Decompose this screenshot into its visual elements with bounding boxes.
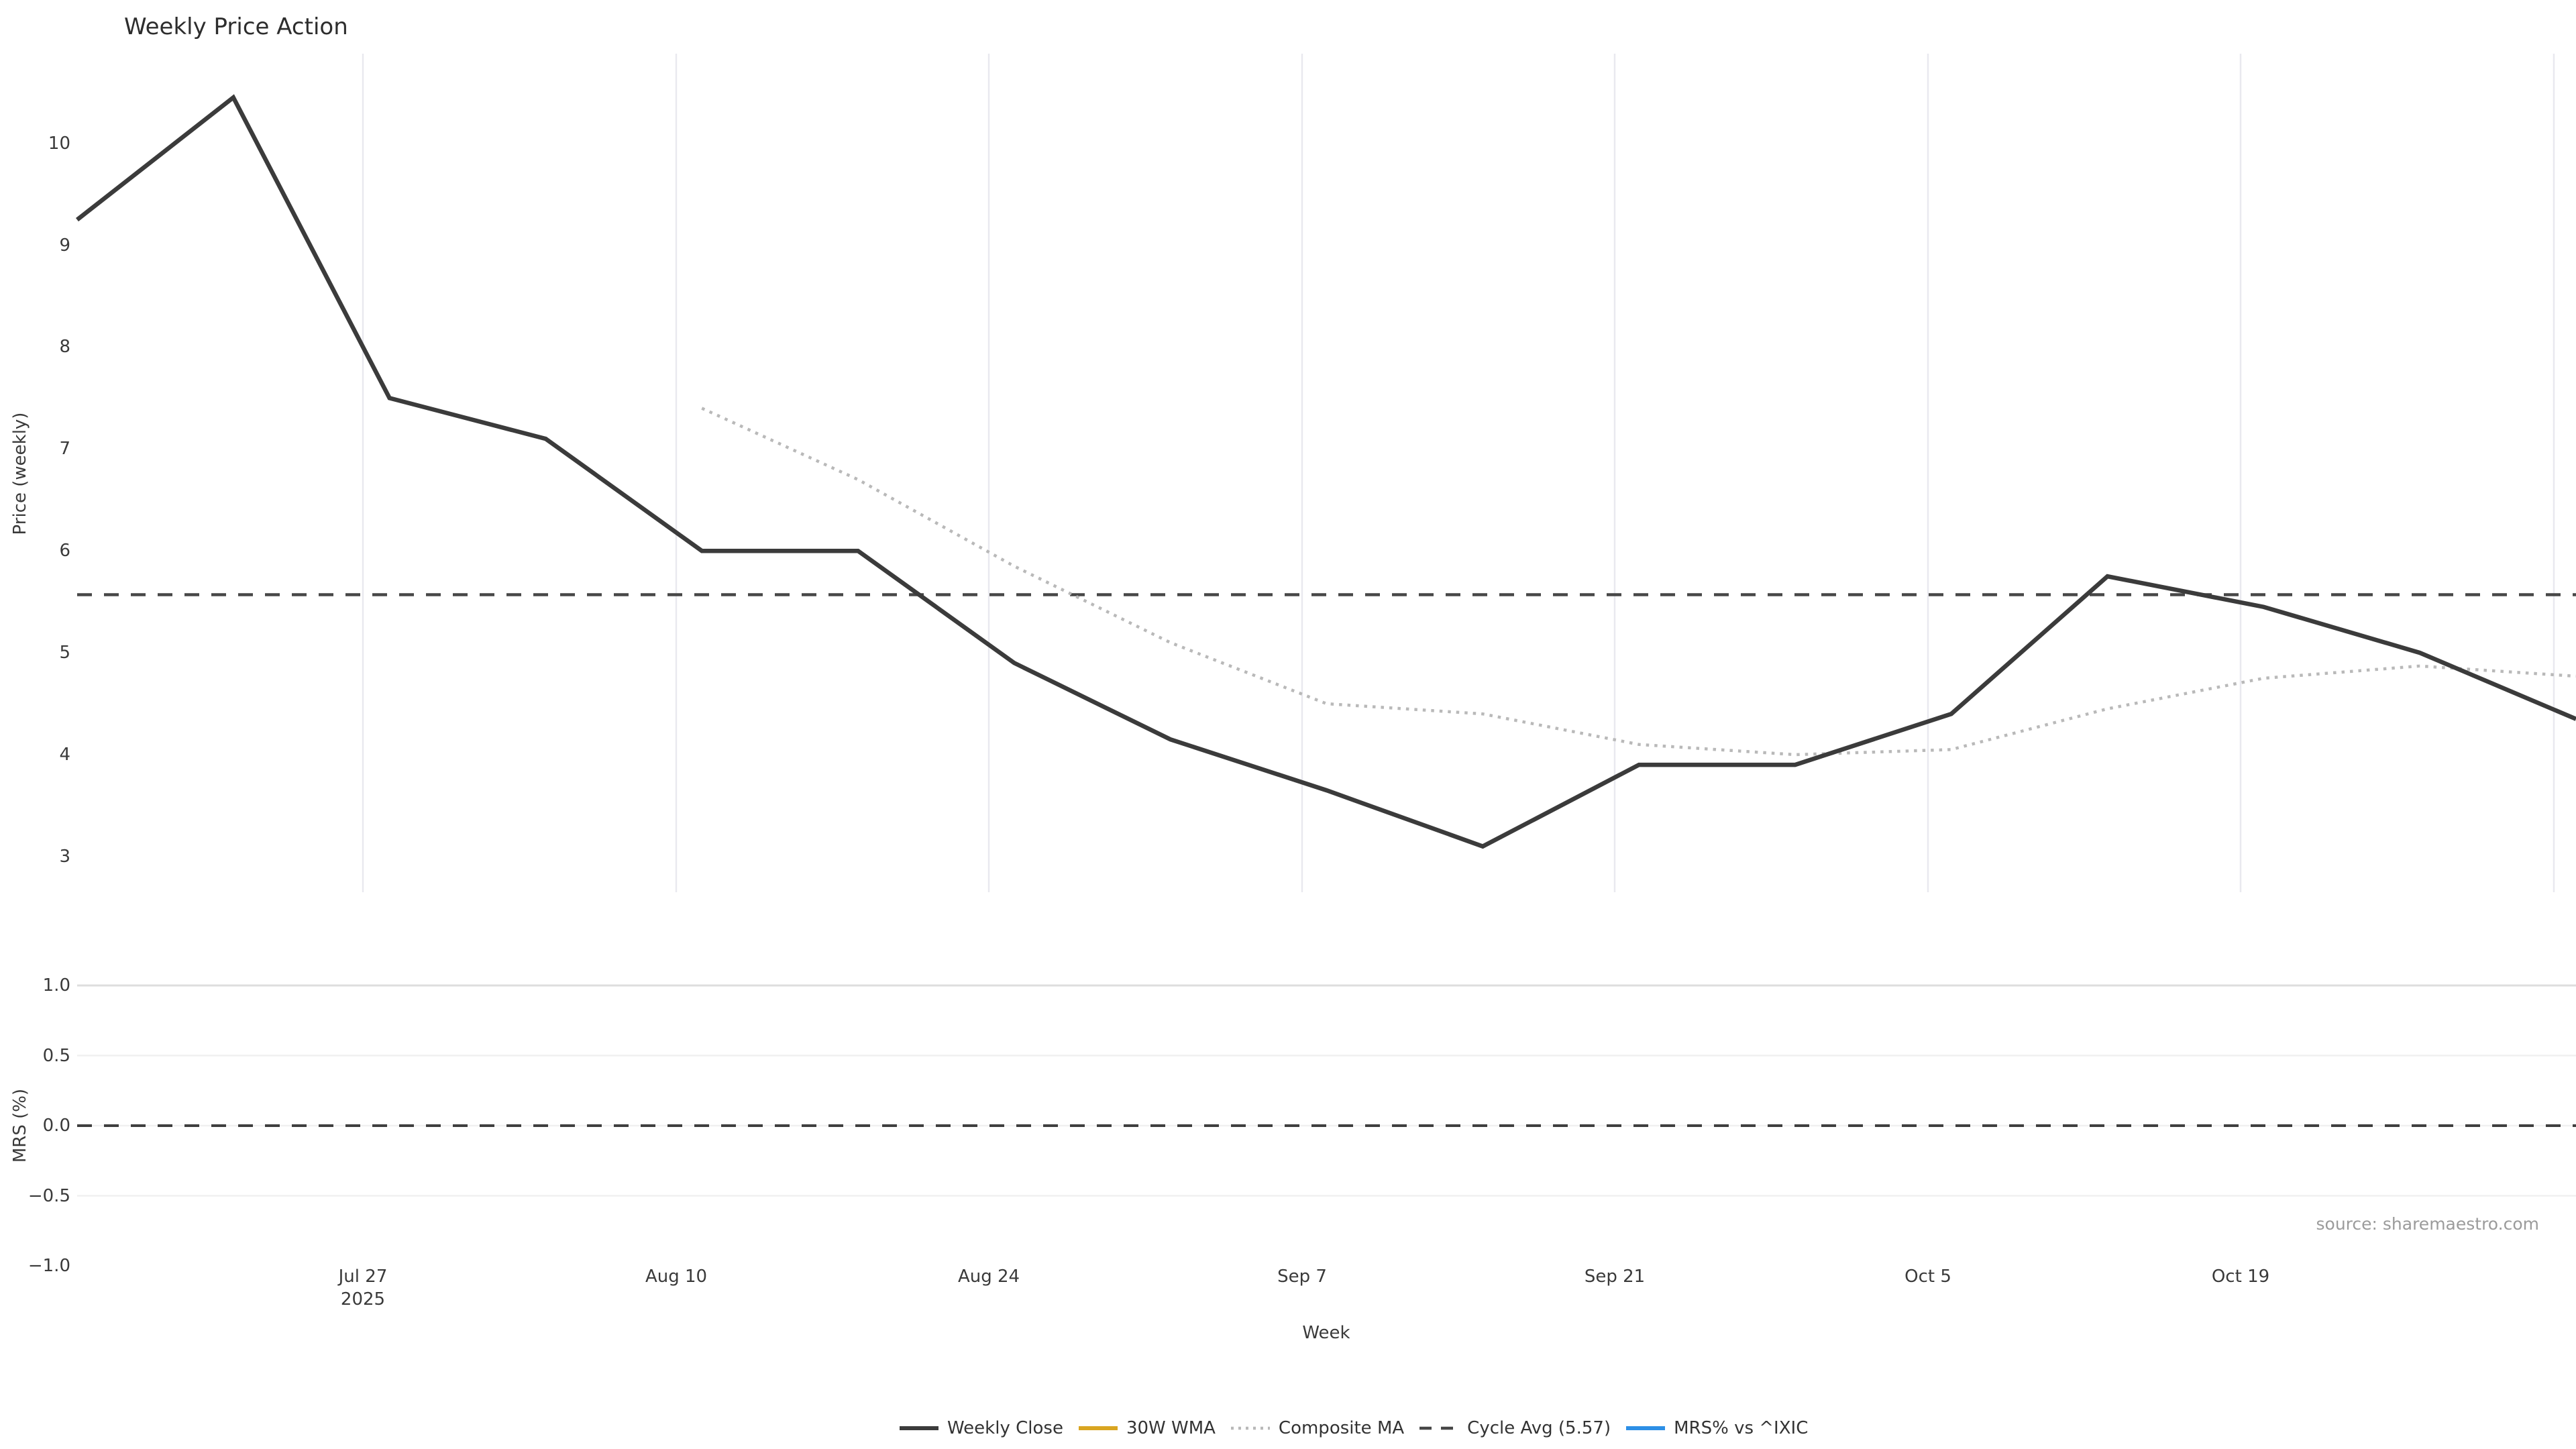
legend-label: Cycle Avg (5.57)	[1467, 1418, 1611, 1438]
legend-item-weekly-close: Weekly Close	[899, 1418, 1063, 1438]
legend-label: Composite MA	[1278, 1418, 1405, 1438]
mrs-y-tick: 1.0	[42, 975, 70, 996]
legend: Weekly Close 30W WMA Composite MA Cycle Avg…	[899, 1418, 1808, 1438]
legend-item-mrs-vs-ixic: MRS% vs ^IXIC	[1625, 1418, 1808, 1438]
mrs-y-tick: 0.5	[42, 1045, 70, 1066]
price-y-tick: 6	[59, 541, 70, 561]
legend-swatch-solid-icon	[1626, 1426, 1666, 1430]
mrs-y-tick: 0.0	[42, 1116, 70, 1136]
x-tick: Sep 7	[1277, 1267, 1327, 1287]
x-axis-label: Week	[1302, 1323, 1350, 1343]
x-tick: Aug 24	[957, 1267, 1020, 1287]
price-y-axis-label: Price (weekly)	[10, 412, 30, 535]
legend-swatch-solid-icon	[900, 1426, 938, 1430]
legend-label: MRS% vs ^IXIC	[1674, 1418, 1809, 1438]
legend-label: Weekly Close	[947, 1418, 1063, 1438]
price-y-tick: 9	[59, 235, 70, 256]
price-y-tick: 10	[48, 133, 70, 154]
price-y-tick: 4	[59, 744, 70, 765]
price-y-tick: 8	[59, 337, 70, 358]
legend-item-composite-ma: Composite MA	[1230, 1418, 1404, 1438]
legend-swatch-dashed-icon	[1419, 1426, 1459, 1430]
price-y-tick: 5	[59, 643, 70, 663]
x-tick: Oct 19	[2211, 1267, 2270, 1287]
legend-item-cycle-avg-5-57: Cycle Avg (5.57)	[1419, 1418, 1611, 1438]
legend-label: 30W WMA	[1126, 1418, 1216, 1438]
legend-swatch-dotted-icon	[1230, 1426, 1270, 1430]
price-y-tick: 7	[59, 439, 70, 460]
source-note: source: sharemaestro.com	[2316, 1214, 2540, 1234]
legend-item-30w-wma: 30W WMA	[1078, 1418, 1216, 1438]
x-tick: Jul 27 2025	[338, 1267, 388, 1309]
weekly-close-line	[75, 94, 2576, 849]
x-tick: Sep 21	[1584, 1267, 1646, 1287]
price-y-tick: 3	[59, 846, 70, 867]
composite-ma-line	[701, 407, 2576, 757]
chart-title: Weekly Price Action	[124, 13, 348, 40]
mrs-y-tick: −0.5	[28, 1185, 70, 1206]
mrs-y-tick: −1.0	[28, 1256, 70, 1276]
x-tick: Oct 5	[1904, 1267, 1951, 1287]
legend-swatch-solid-icon	[1078, 1426, 1118, 1430]
x-tick: Aug 10	[645, 1267, 708, 1287]
